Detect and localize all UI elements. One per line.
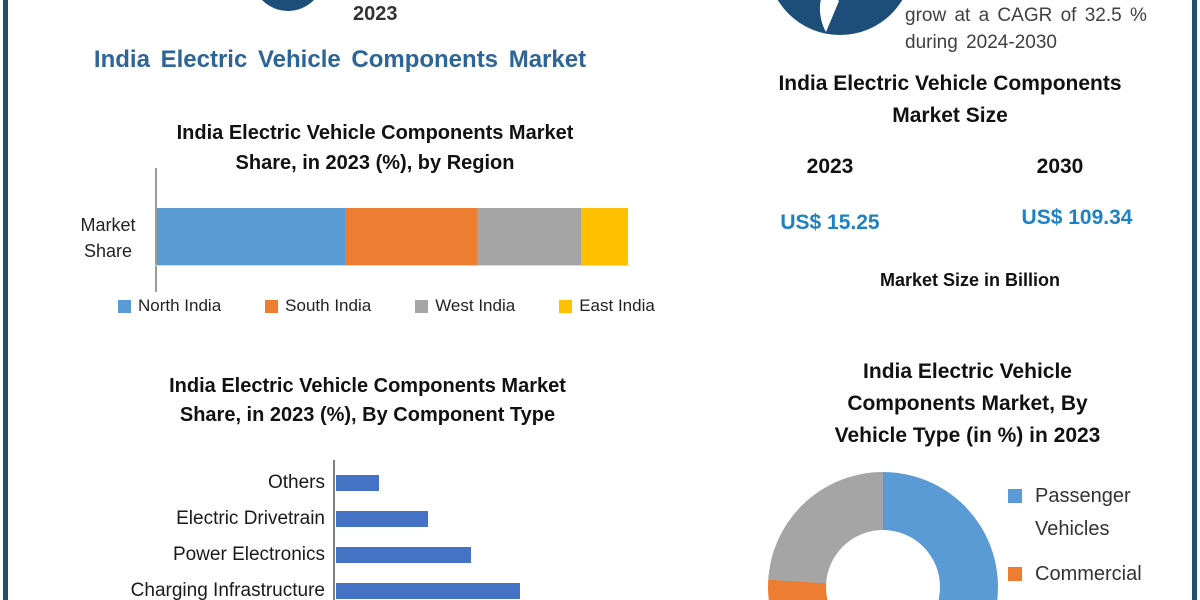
component-label: Charging Infrastructure xyxy=(130,580,325,600)
component-chart-title-line2: Share, in 2023 (%), By Component Type xyxy=(179,404,556,426)
market-size-heading-line1: India Electric Vehicle Components xyxy=(778,72,1122,95)
right-frame-border xyxy=(1192,0,1197,600)
component-chart-title: India Electric Vehicle Components Market… xyxy=(60,372,675,430)
vehicle-type-title-line3: Vehicle Type (in %) in 2023 xyxy=(834,424,1101,447)
legend-item-commercial: Commercial xyxy=(1008,558,1142,591)
left-frame-border xyxy=(3,0,8,600)
cagr-text-line2: during 2024-2030 xyxy=(905,32,1057,53)
vehicle-type-chart-title: India Electric Vehicle Components Market… xyxy=(780,356,1155,452)
component-bar-electric-drivetrain xyxy=(336,511,428,527)
legend-label: East India xyxy=(579,296,655,315)
market-size-heading: India Electric Vehicle Components Market… xyxy=(730,68,1170,132)
region-bar-segment-west-india xyxy=(477,208,581,265)
component-bar-charging-infrastructure xyxy=(336,583,520,599)
legend-swatch-west-india xyxy=(415,299,429,313)
region-chart-ylabel: Market Share xyxy=(68,212,148,264)
legend-label: North India xyxy=(138,296,222,315)
component-bar-others xyxy=(336,475,379,491)
legend-label: West India xyxy=(435,296,516,315)
legend-swatch-commercial xyxy=(1008,567,1022,581)
legend-label: South India xyxy=(285,296,372,315)
page-title: India Electric Vehicle Components Market xyxy=(93,46,587,73)
calendar-circle-icon xyxy=(252,0,324,11)
legend-label: Commercial xyxy=(1035,563,1142,585)
region-legend: North India South India West India East Ind… xyxy=(118,296,718,316)
legend-swatch-east-india xyxy=(559,299,573,313)
region-chart-title: India Electric Vehicle Components Market… xyxy=(70,118,680,178)
component-label: Power Electronics xyxy=(172,544,325,565)
market-size-year-2023: 2023 xyxy=(806,155,854,178)
legend-item-passenger: Passenger Vehicles xyxy=(1008,480,1131,546)
region-bar-segment-south-india xyxy=(345,208,478,265)
legend-item-west-india: West India xyxy=(415,296,515,316)
component-bar-power-electronics xyxy=(336,547,471,563)
component-row-others: Others xyxy=(40,472,680,494)
market-size-value-2023: US$ 15.25 xyxy=(780,211,880,234)
legend-label: Passenger Vehicles xyxy=(1035,485,1131,540)
market-size-year-2030: 2030 xyxy=(1036,155,1084,178)
vehicle-type-legend: Passenger Vehicles Commercial xyxy=(1008,480,1188,600)
bolt-icon xyxy=(819,0,839,32)
region-chart-baseline xyxy=(155,265,630,266)
component-label: Others xyxy=(267,472,325,493)
legend-swatch-south-india xyxy=(265,299,279,313)
vehicle-type-title-line1: India Electric Vehicle xyxy=(863,360,1072,383)
region-chart-ylabel-line1: Market xyxy=(80,215,136,235)
cagr-text: grow at a CAGR of 32.5 % during 2024-203… xyxy=(905,2,1160,56)
cagr-text-line1: grow at a CAGR of 32.5 % xyxy=(905,5,1147,26)
component-row-power-electronics: Power Electronics xyxy=(40,544,680,566)
region-stacked-bar xyxy=(157,208,628,265)
component-chart-title-line1: India Electric Vehicle Components Market xyxy=(169,375,566,397)
legend-item-east-india: East India xyxy=(559,296,655,316)
legend-item-south-india: South India xyxy=(265,296,371,316)
legend-swatch-north-india xyxy=(118,299,131,313)
donut-hole xyxy=(826,530,940,600)
vehicle-type-donut xyxy=(768,472,998,600)
region-chart-title-line2: Share, in 2023 (%), by Region xyxy=(235,152,515,174)
vehicle-type-title-line2: Components Market, By xyxy=(847,392,1088,415)
component-label: Electric Drivetrain xyxy=(176,508,325,529)
component-chart-rows: Others Electric Drivetrain Power Electroni… xyxy=(40,460,680,600)
region-chart-ylabel-line2: Share xyxy=(83,241,133,261)
region-chart-title-line1: India Electric Vehicle Components Market xyxy=(176,122,574,144)
component-row-electric-drivetrain: Electric Drivetrain xyxy=(40,508,680,530)
legend-swatch-passenger xyxy=(1008,489,1022,503)
component-chart-y-axis xyxy=(333,460,335,600)
region-bar-segment-east-india xyxy=(580,208,628,265)
component-row-charging-infrastructure: Charging Infrastructure xyxy=(40,580,680,600)
market-size-value-2030: US$ 109.34 xyxy=(1021,206,1133,229)
legend-item-north-india: North India xyxy=(118,296,221,316)
market-size-caption: Market Size in Billion xyxy=(879,270,1061,290)
year-badge: 2023 xyxy=(353,3,398,25)
market-size-heading-line2: Market Size xyxy=(892,104,1008,127)
region-bar-segment-north-india xyxy=(157,208,346,265)
region-chart-y-axis xyxy=(155,168,157,292)
